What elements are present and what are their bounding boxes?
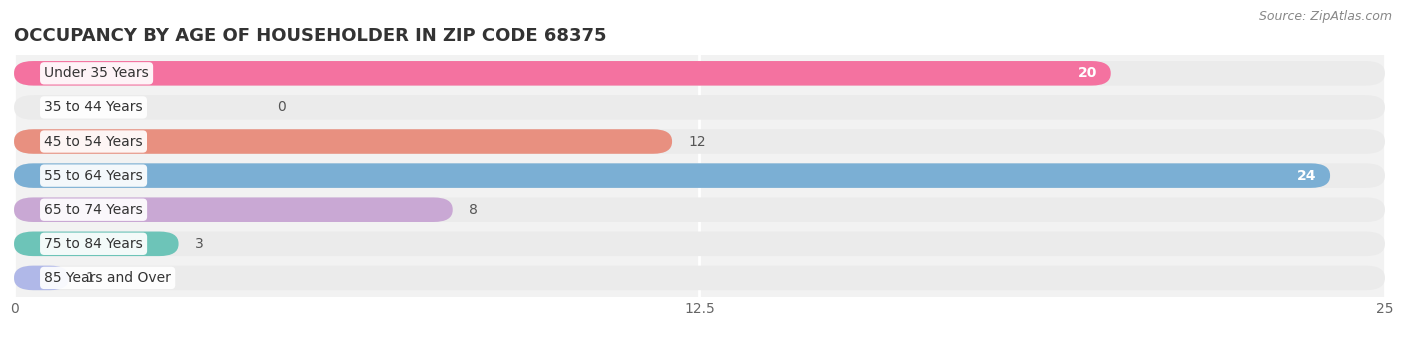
- FancyBboxPatch shape: [14, 163, 1385, 188]
- Text: 45 to 54 Years: 45 to 54 Years: [44, 134, 143, 149]
- FancyBboxPatch shape: [14, 129, 672, 154]
- FancyBboxPatch shape: [14, 197, 453, 222]
- Text: 8: 8: [470, 203, 478, 217]
- Text: Source: ZipAtlas.com: Source: ZipAtlas.com: [1258, 10, 1392, 23]
- FancyBboxPatch shape: [14, 95, 1385, 120]
- Text: 35 to 44 Years: 35 to 44 Years: [44, 100, 143, 115]
- Text: 3: 3: [195, 237, 204, 251]
- FancyBboxPatch shape: [14, 232, 179, 256]
- FancyBboxPatch shape: [14, 197, 1385, 222]
- Text: 55 to 64 Years: 55 to 64 Years: [44, 168, 143, 183]
- Text: 0: 0: [277, 100, 285, 115]
- FancyBboxPatch shape: [14, 61, 1385, 86]
- FancyBboxPatch shape: [14, 129, 1385, 154]
- Text: 24: 24: [1296, 168, 1316, 183]
- Text: 65 to 74 Years: 65 to 74 Years: [44, 203, 143, 217]
- FancyBboxPatch shape: [14, 266, 69, 290]
- Text: 85 Years and Over: 85 Years and Over: [44, 271, 172, 285]
- Text: 20: 20: [1077, 66, 1097, 80]
- Text: 1: 1: [86, 271, 94, 285]
- Text: OCCUPANCY BY AGE OF HOUSEHOLDER IN ZIP CODE 68375: OCCUPANCY BY AGE OF HOUSEHOLDER IN ZIP C…: [14, 27, 606, 45]
- Text: Under 35 Years: Under 35 Years: [44, 66, 149, 80]
- Text: 12: 12: [689, 134, 706, 149]
- FancyBboxPatch shape: [14, 163, 1330, 188]
- FancyBboxPatch shape: [14, 61, 1111, 86]
- FancyBboxPatch shape: [14, 266, 1385, 290]
- Text: 75 to 84 Years: 75 to 84 Years: [44, 237, 143, 251]
- FancyBboxPatch shape: [14, 232, 1385, 256]
